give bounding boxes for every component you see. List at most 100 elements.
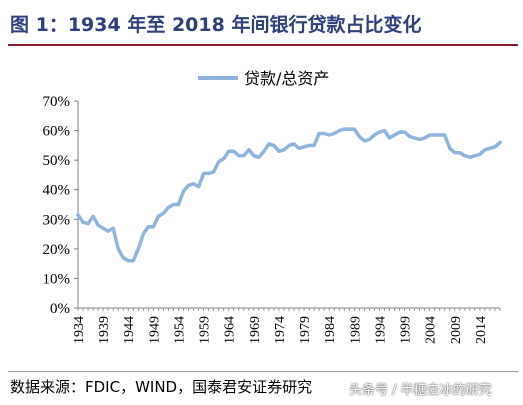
header: 图 1：1934 年至 2018 年间银行贷款占比变化 [0, 0, 523, 44]
y-tick-label: 10% [43, 271, 71, 287]
data-point [132, 259, 135, 262]
data-point [308, 144, 310, 147]
data-point [443, 134, 446, 136]
data-point [313, 144, 315, 147]
data-point [433, 134, 436, 136]
data-point [97, 224, 99, 226]
data-point [469, 156, 471, 158]
data-point [363, 140, 366, 142]
data-point [413, 137, 416, 139]
data-point [207, 172, 210, 175]
x-tick-label: 1949 [147, 316, 162, 344]
data-point [494, 146, 496, 148]
data-point [263, 150, 265, 153]
data-point [333, 132, 336, 135]
x-tick-label: 1959 [198, 316, 213, 344]
watermark: 头条号 / 半糖去冰的研究 [349, 383, 492, 398]
data-point [212, 171, 215, 173]
x-tick-label: 1999 [399, 316, 414, 344]
data-point [82, 221, 84, 223]
x-tick-label: 1939 [97, 316, 112, 344]
x-tick-label: 1964 [223, 316, 238, 344]
data-point [107, 230, 109, 232]
data-point [474, 154, 476, 157]
data-point [147, 225, 150, 228]
title-divider [8, 44, 518, 46]
series-line [76, 127, 502, 263]
data-point [152, 225, 155, 228]
data-point [142, 233, 145, 235]
legend: 贷款/总资产 [198, 69, 329, 88]
data-point [288, 144, 290, 147]
data-point [192, 183, 195, 185]
data-point [162, 212, 165, 215]
data-point [217, 160, 220, 163]
data-point [428, 134, 431, 136]
data-point [449, 147, 451, 150]
data-point [383, 129, 386, 132]
data-point [112, 227, 114, 229]
x-axis-ticks: 1934 1939 1944 1949 1954 1959 1964 1969 1974 1979… [72, 308, 501, 344]
data-point [489, 147, 491, 150]
data-point [253, 154, 255, 157]
x-tick-label: 1979 [298, 316, 313, 344]
data-point [243, 154, 245, 157]
x-tick-label: 1994 [373, 316, 388, 344]
data-point [227, 150, 230, 153]
x-tick-label: 1954 [172, 316, 187, 344]
x-tick-label: 2009 [449, 316, 464, 344]
data-point [388, 137, 391, 139]
x-tick-label: 2014 [474, 316, 489, 344]
data-point [268, 143, 270, 145]
data-point [368, 138, 371, 141]
y-axis-ticks: 0% 10% 20% 30% 40% 50% 60% 70% [43, 94, 78, 317]
y-tick-label: 0% [50, 301, 70, 317]
data-point [273, 144, 275, 147]
data-point [353, 128, 356, 130]
axes [77, 101, 500, 309]
data-point [232, 150, 235, 153]
data-point [137, 248, 140, 250]
data-point [102, 227, 104, 229]
data-point [172, 203, 175, 206]
page-title: 图 1：1934 年至 2018 年间银行贷款占比变化 [10, 14, 422, 36]
data-point [454, 152, 456, 154]
data-point [438, 134, 441, 136]
data-point [373, 134, 376, 136]
data-point [408, 135, 411, 138]
data-point [182, 190, 185, 192]
data-point [187, 184, 190, 187]
data-point [403, 131, 406, 133]
data-point [157, 215, 160, 218]
line-chart: 贷款/总资产 0%10%20%30%40%50%60%70% 1934 1939 1… [43, 69, 502, 344]
data-point [318, 132, 320, 135]
footer-divider [8, 371, 518, 372]
data-point [278, 150, 280, 153]
data-point [338, 129, 341, 132]
x-tick-label: 1984 [323, 316, 338, 344]
data-point [323, 132, 326, 135]
x-tick-label: 1969 [248, 316, 263, 344]
y-tick-label: 50% [43, 153, 71, 169]
legend-label: 贷款/总资产 [244, 69, 329, 88]
x-tick-label: 2004 [424, 316, 439, 344]
x-tick-label: 1974 [273, 316, 288, 344]
data-point [398, 131, 401, 133]
data-point [87, 222, 89, 225]
data-point [343, 128, 346, 130]
y-tick-label: 20% [43, 242, 71, 258]
data-point [197, 186, 200, 188]
data-point [464, 154, 466, 157]
data-point [378, 131, 381, 133]
data-point [393, 134, 396, 136]
data-point [293, 143, 295, 145]
data-point [77, 214, 79, 216]
x-tick-label: 1934 [72, 316, 87, 344]
data-point [328, 134, 331, 136]
x-tick-label: 1944 [122, 316, 137, 344]
data-point [283, 149, 285, 151]
data-point [348, 128, 351, 130]
source-note: 数据来源：FDIC，WIND，国泰君安证券研究 [10, 378, 313, 396]
data-point [117, 248, 119, 250]
data-point [484, 149, 486, 151]
